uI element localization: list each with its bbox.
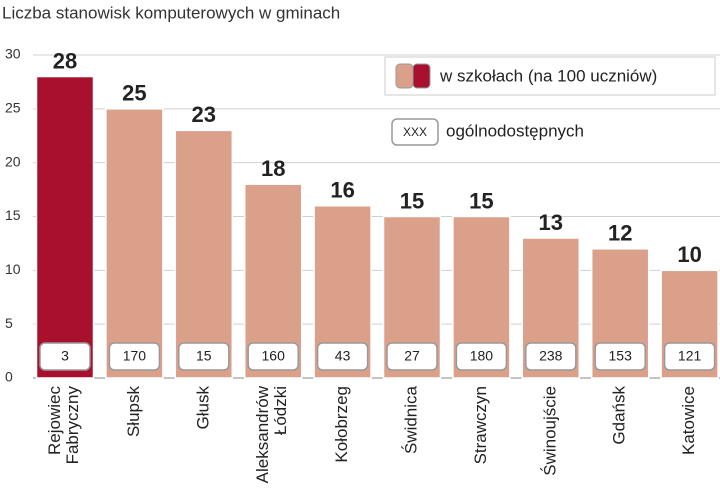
count-label: 170 (123, 348, 147, 364)
legend-box (391, 118, 439, 146)
x-tick-label: AleksandrówŁódzki (254, 385, 291, 483)
count-box (178, 342, 230, 371)
count-label: 238 (539, 348, 563, 364)
x-tick-label: Głusk (193, 386, 212, 430)
x-tick-label: Świnoujście (540, 386, 559, 476)
value-label: 28 (53, 48, 77, 73)
x-tick-label: Słupsk (124, 386, 143, 438)
count-box (39, 342, 91, 371)
value-label: 25 (122, 81, 146, 106)
legend-frame (384, 56, 716, 96)
value-label: 12 (608, 221, 632, 246)
bar (105, 108, 164, 379)
value-label: 16 (330, 178, 354, 203)
x-tick-label: Świdnica (401, 385, 420, 454)
bar (174, 129, 234, 379)
legend-sample: XXX (403, 125, 427, 139)
y-tick-label: 5 (5, 315, 13, 331)
count-label: 3 (61, 348, 69, 364)
x-tick-label: Kołobrzeg (332, 386, 351, 463)
count-box (386, 342, 438, 371)
count-box (455, 342, 508, 371)
count-label: 160 (262, 348, 286, 364)
count-box (108, 342, 161, 371)
x-tick-label: RejowiecFabryczny (45, 386, 82, 465)
value-label: 13 (539, 210, 563, 235)
value-label: 18 (261, 156, 285, 181)
count-label: 27 (404, 348, 420, 364)
y-tick-label: 25 (5, 100, 21, 116)
bar (35, 75, 95, 379)
count-box (525, 342, 577, 371)
value-label: 23 (192, 102, 216, 127)
y-tick-label: 0 (5, 369, 13, 385)
count-label: 180 (470, 348, 494, 364)
y-tick-label: 30 (5, 46, 21, 62)
value-label: 15 (469, 188, 493, 213)
count-label: 153 (609, 348, 633, 364)
count-label: 121 (678, 348, 702, 364)
count-box (316, 342, 369, 371)
y-tick-label: 20 (5, 153, 21, 169)
count-box (663, 342, 716, 371)
legend-label: ogólnodostępnych (446, 121, 584, 140)
x-tick-label: Katowice (679, 386, 698, 455)
legend-swatch (395, 63, 414, 89)
y-tick-label: 10 (5, 261, 21, 277)
value-label: 10 (677, 242, 701, 267)
chart-title: Liczba stanowisk komputerowych w gminach (2, 3, 340, 22)
value-label: 15 (400, 188, 424, 213)
count-box (247, 342, 299, 371)
count-label: 15 (196, 348, 212, 364)
legend-swatch (412, 63, 431, 89)
x-tick-label: Strawczyn (471, 386, 490, 464)
y-tick-label: 15 (5, 207, 21, 223)
count-box (594, 342, 646, 371)
legend-label: w szkołach (na 100 uczniów) (439, 66, 657, 85)
count-label: 43 (335, 348, 351, 364)
x-tick-label: Gdańsk (610, 386, 629, 445)
